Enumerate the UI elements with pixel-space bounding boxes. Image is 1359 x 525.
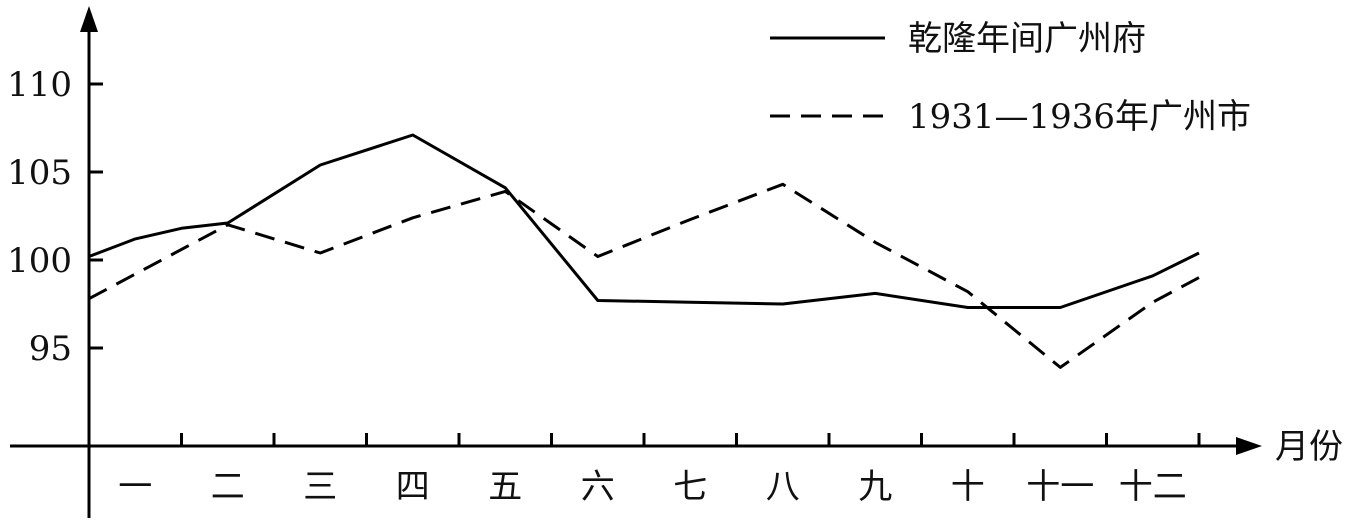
- axes: 月份: [10, 6, 1343, 518]
- y-tick-label: 100: [7, 241, 72, 281]
- y-axis-arrow: [80, 6, 98, 32]
- x-tick-label: 一: [118, 467, 152, 507]
- x-tick-label: 五: [488, 467, 522, 507]
- x-tick-label: 三: [303, 467, 337, 507]
- legend-dashed-label: 1931—1936年广州市: [908, 97, 1251, 137]
- x-ticks: 一 二 三 四 五 六 七 八 九 十 十一 十二: [118, 433, 1201, 507]
- x-axis-label: 月份: [1275, 427, 1343, 467]
- series-layer: [88, 133, 1200, 369]
- x-tick-label: 二: [211, 467, 245, 507]
- series-line-solid: [88, 133, 1200, 309]
- x-tick-label: 四: [396, 467, 430, 507]
- x-tick-label: 十一: [1026, 467, 1094, 507]
- series-line-dashed: [88, 182, 1200, 369]
- legend-solid-label: 乾隆年间广州府: [908, 19, 1146, 59]
- y-tick-label: 110: [7, 65, 72, 105]
- y-tick-label: 95: [29, 329, 72, 369]
- x-axis-arrow: [1236, 437, 1262, 455]
- x-tick-label: 七: [673, 467, 707, 507]
- legend: 乾隆年间广州府 1931—1936年广州市: [770, 19, 1251, 137]
- x-tick-label: 十二: [1119, 467, 1187, 507]
- x-tick-label: 八: [766, 467, 800, 507]
- x-tick-label: 十: [951, 467, 985, 507]
- x-tick-label: 九: [858, 467, 892, 507]
- y-ticks: 95 100 105 110: [7, 65, 103, 369]
- y-tick-label: 105: [7, 153, 72, 193]
- x-tick-label: 六: [581, 467, 615, 507]
